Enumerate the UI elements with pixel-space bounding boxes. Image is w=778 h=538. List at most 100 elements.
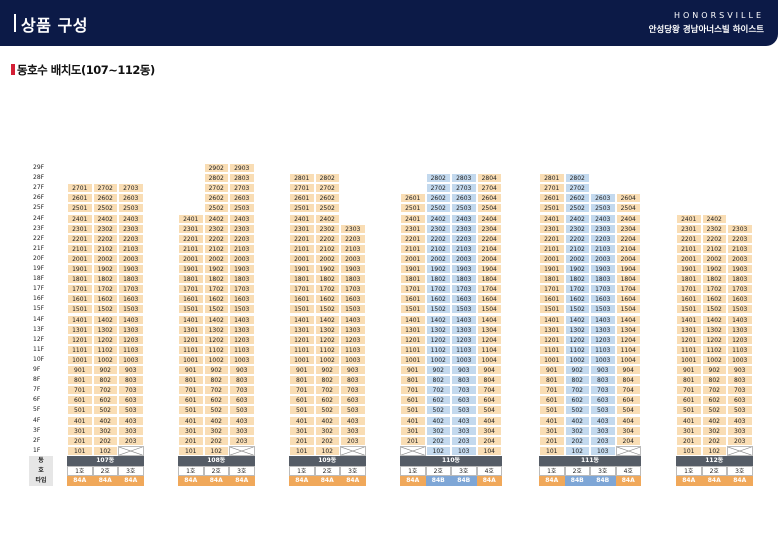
unit-cell: 1404 [476,314,502,325]
unit-cell: 1604 [615,294,641,305]
unit-cell: 1501 [400,304,426,315]
unit-cell: 2403 [118,213,144,224]
unit-cell: 2102 [92,243,118,254]
unit-cell: 1503 [590,304,616,315]
unit-cell: 2903 [229,163,255,174]
unit-cell: 2202 [425,233,451,244]
unit-cell: 401 [67,415,93,426]
unit-cell: 1002 [701,354,727,365]
unit-cell: 2103 [451,243,477,254]
unit-cell: 102 [564,445,590,456]
unit-cell: 901 [676,365,702,376]
unit-cell: 401 [289,415,315,426]
unit-cell: 1002 [564,354,590,365]
unit-cell: 2703 [451,183,477,194]
unit-cell: 2802 [314,173,340,184]
floor-label: 3F [33,426,41,434]
unit-cell: 504 [615,405,641,416]
unit-cell: 104 [476,445,502,456]
unit-cell: 2103 [340,243,366,254]
unit-cell: 2502 [203,203,229,214]
unit-cell: 1502 [425,304,451,315]
unit-cell: 2201 [67,233,93,244]
floor-label: 2F [33,436,41,444]
unit-cell: 1702 [425,284,451,295]
unit-cell: 201 [676,435,702,446]
unit-cell: 1701 [400,284,426,295]
unit-cell: 2002 [701,253,727,264]
unit-cell: 102 [701,445,727,456]
building-name: 112동 [676,455,753,466]
unit-cell: 1002 [92,354,118,365]
unit-cell: 803 [727,375,753,386]
unit-cell: 2602 [564,193,590,204]
building-name: 109동 [289,455,366,466]
unit-cell: 102 [314,445,340,456]
unit-cell: 501 [400,405,426,416]
unit-cell: 1802 [92,274,118,285]
ho-label: 2호 [314,466,340,477]
unit-cell: 2301 [539,223,565,234]
unit-cell: 2604 [615,193,641,204]
ho-label: 1호 [67,466,93,477]
unit-cell: 502 [203,405,229,416]
unit-cell: 2002 [92,253,118,264]
unit-cell: 1801 [289,274,315,285]
unit-cell: 602 [203,395,229,406]
unit-cell: 2002 [564,253,590,264]
unit-cell: 2302 [425,223,451,234]
floor-label: 8F [33,376,41,384]
unit-cell: 503 [590,405,616,416]
unit-cell: 1204 [476,334,502,345]
unit-cell: 703 [340,385,366,396]
unit-cell: 501 [178,405,204,416]
unit-cell: 1001 [676,354,702,365]
floor-label: 14F [33,315,45,323]
unit-cell: 1004 [476,354,502,365]
unit-cell: 1102 [564,344,590,355]
unit-cell: 702 [425,385,451,396]
unit-cell: 2802 [564,173,590,184]
unit-cell: 703 [590,385,616,396]
building-name: 110동 [400,455,502,466]
floor-label: 15F [33,305,45,313]
section-marker [11,64,15,75]
unit-cell: 1002 [203,354,229,365]
unit-cell: 1403 [229,314,255,325]
unit-cell: 2003 [118,253,144,264]
unit-cell: 1603 [451,294,477,305]
unit-cell: 903 [451,365,477,376]
ho-label: 1호 [178,466,204,477]
unit-cell: 1903 [590,264,616,275]
unit-cell: 1201 [178,334,204,345]
unit-cell: 2703 [118,183,144,194]
unit-cell: 202 [701,435,727,446]
header-bar: 상품 구성 HONORSVILLE 안성당왕 경남아너스빌 하이스트 [0,0,778,46]
unit-cell: 201 [178,435,204,446]
unit-cell: 903 [727,365,753,376]
unit-cell: 1701 [178,284,204,295]
unit-cell: 1501 [67,304,93,315]
unit-cell: 202 [314,435,340,446]
unit-cell: 702 [564,385,590,396]
unit-cell: 1001 [178,354,204,365]
ho-label: 1호 [539,466,565,477]
unit-cell: 1402 [92,314,118,325]
unit-cell: 2403 [451,213,477,224]
unit-cell: 802 [203,375,229,386]
unit-cell: 402 [92,415,118,426]
unit-cell: 2702 [314,183,340,194]
unit-cell: 902 [564,365,590,376]
unit-cell: 1602 [564,294,590,305]
unit-cell: 2103 [727,243,753,254]
unit-cell: 2203 [451,233,477,244]
unit-cell: 1401 [676,314,702,325]
unit-cell: 101 [676,445,702,456]
unit-cell: 2301 [400,223,426,234]
unit-cell: 802 [314,375,340,386]
floor-label: 9F [33,366,41,373]
unit-cell: 2402 [314,213,340,224]
unit-cell: 901 [67,365,93,376]
unit-cell: 1802 [701,274,727,285]
ho-label: 4호 [476,466,502,477]
